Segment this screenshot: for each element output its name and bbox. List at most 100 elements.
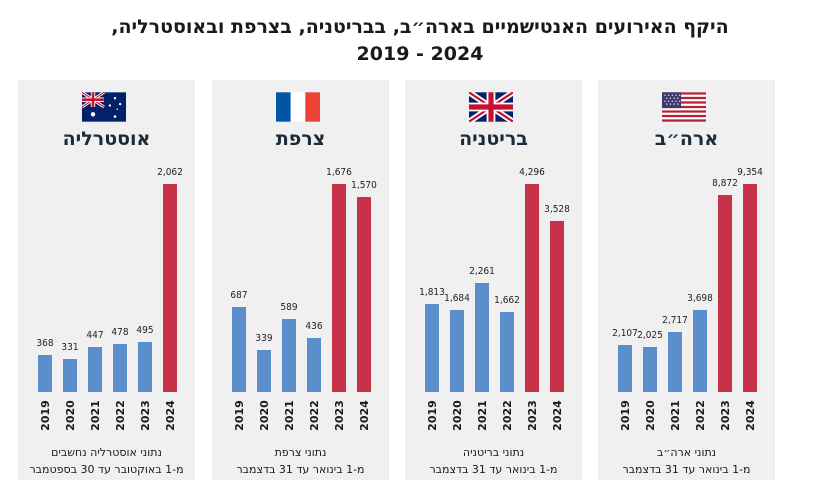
bar-plot: 2,107 2019 2,025 2020 2,717 2021 3,698 2022 8,87… bbox=[598, 80, 775, 480]
tick-label-2019: 2019 bbox=[38, 399, 52, 431]
bar-2019 bbox=[38, 354, 52, 392]
tick-label-2019: 2019 bbox=[618, 399, 632, 431]
bar-2023 bbox=[332, 184, 346, 392]
chart-panel-australia: אוסטרליה 368 2019 331 2020 447 2021 478 2022 495… bbox=[18, 80, 195, 480]
data-label-2020: 331 bbox=[61, 341, 79, 353]
data-label-2021: 589 bbox=[280, 301, 298, 313]
chart-panel-uk: בריטניה 1,813 2019 1,684 2020 2,261 2021 1,662… bbox=[405, 80, 582, 480]
bar-2024 bbox=[357, 197, 371, 392]
country-name: אוסטרליה bbox=[62, 128, 151, 150]
tick-label-2023: 2023 bbox=[332, 399, 346, 431]
country-name: צרפת bbox=[275, 128, 326, 150]
note-line-1: נתוני ארה״ב bbox=[656, 446, 717, 459]
bar-plot: 687 2019 339 2020 589 2021 436 2022 1,676 2023 1,5… bbox=[212, 80, 389, 480]
data-label-2021: 447 bbox=[86, 329, 104, 341]
note-line-2: מ-1 בינואר עד 31 בדצמבר bbox=[622, 463, 751, 476]
tick-label-2024: 2024 bbox=[550, 399, 564, 431]
bar-2022 bbox=[113, 343, 127, 392]
chart-panel-usa: ארה״ב 2,107 2019 2,025 2020 2,717 2021 3,698 20… bbox=[598, 80, 775, 480]
tick-label-2022: 2022 bbox=[500, 399, 514, 431]
bar-2019 bbox=[425, 304, 439, 392]
note-line-2: מ-1 בינואר עד 31 בדצמבר bbox=[236, 463, 365, 476]
bar-2024 bbox=[550, 221, 564, 392]
us-flag-icon bbox=[662, 92, 706, 122]
data-label-2023: 1,676 bbox=[326, 167, 352, 178]
note-line-1: נתוני בריטניה bbox=[462, 446, 525, 459]
title-line-2: 2024 - 2019 bbox=[356, 43, 484, 65]
tick-label-2021: 2021 bbox=[668, 399, 682, 431]
bar-2023 bbox=[525, 184, 539, 392]
tick-label-2020: 2020 bbox=[257, 399, 271, 431]
tick-label-2023: 2023 bbox=[138, 399, 152, 431]
bar-2023 bbox=[718, 194, 732, 392]
bar-2020 bbox=[257, 349, 271, 392]
data-note: נתוני ארה״ב מ-1 בינואר עד 31 בדצמבר bbox=[598, 444, 775, 478]
data-label-2019: 2,107 bbox=[612, 328, 638, 340]
tick-label-2019: 2019 bbox=[425, 399, 439, 431]
data-label-2022: 3,698 bbox=[687, 292, 713, 304]
bar-2021 bbox=[88, 346, 102, 392]
data-note: נתוני אוסטרליה נחשבים מ-1 באוקטובר עד 30… bbox=[18, 444, 195, 478]
tick-label-2022: 2022 bbox=[113, 399, 127, 431]
bar-2021 bbox=[282, 318, 296, 392]
france-flag-icon bbox=[276, 92, 320, 122]
data-label-2019: 368 bbox=[36, 337, 54, 349]
tick-label-2024: 2024 bbox=[163, 399, 177, 431]
country-name: ארה״ב bbox=[654, 128, 719, 150]
tick-label-2019: 2019 bbox=[232, 399, 246, 431]
data-label-2023: 495 bbox=[136, 325, 154, 337]
data-label-2020: 1,684 bbox=[444, 293, 470, 305]
data-label-2024: 3,528 bbox=[544, 204, 570, 216]
tick-label-2024: 2024 bbox=[357, 399, 371, 431]
bar-2019 bbox=[232, 306, 246, 392]
bar-2020 bbox=[643, 346, 657, 392]
data-note: נתוני צרפת מ-1 בינואר עד 31 בדצמבר bbox=[212, 444, 389, 478]
bar-2023 bbox=[138, 342, 152, 392]
tick-label-2021: 2021 bbox=[475, 399, 489, 431]
note-line-2: מ-1 בינואר עד 31 בדצמבר bbox=[429, 463, 558, 476]
bar-2020 bbox=[63, 358, 77, 392]
data-note: נתוני בריטניה מ-1 בינואר עד 31 בדצמבר bbox=[405, 444, 582, 478]
data-label-2024: 9,354 bbox=[737, 167, 763, 178]
country-name: בריטניה bbox=[459, 128, 528, 150]
data-label-2019: 1,813 bbox=[419, 287, 445, 299]
tick-label-2021: 2021 bbox=[282, 399, 296, 431]
bar-2022 bbox=[307, 337, 321, 392]
note-line-1: נתוני צרפת bbox=[274, 446, 327, 459]
data-label-2022: 436 bbox=[305, 320, 323, 332]
data-label-2023: 8,872 bbox=[712, 177, 738, 189]
bar-2021 bbox=[475, 282, 489, 392]
bar-2021 bbox=[668, 331, 682, 392]
tick-label-2020: 2020 bbox=[643, 399, 657, 431]
bar-2022 bbox=[500, 311, 514, 392]
tick-label-2022: 2022 bbox=[693, 399, 707, 431]
uk-flag-icon bbox=[469, 92, 513, 122]
tick-label-2024: 2024 bbox=[743, 399, 757, 431]
bar-2019 bbox=[618, 345, 632, 392]
page-title: היקף האירועים האנטישמיים בארה״ב, בבריטני… bbox=[0, 14, 840, 68]
data-label-2023: 4,296 bbox=[519, 167, 545, 178]
bar-2020 bbox=[450, 310, 464, 392]
tick-label-2022: 2022 bbox=[307, 399, 321, 431]
bar-2024 bbox=[163, 184, 177, 392]
data-label-2022: 478 bbox=[111, 326, 129, 338]
data-label-2021: 2,261 bbox=[469, 265, 495, 277]
data-label-2020: 2,025 bbox=[637, 329, 663, 341]
bar-2024 bbox=[743, 184, 757, 392]
chart-panel-france: צרפת 687 2019 339 2020 589 2021 436 2022 1,676 20… bbox=[212, 80, 389, 480]
tick-label-2023: 2023 bbox=[718, 399, 732, 431]
bar-2022 bbox=[693, 309, 707, 392]
data-label-2021: 2,717 bbox=[662, 314, 688, 326]
tick-label-2021: 2021 bbox=[88, 399, 102, 431]
tick-label-2023: 2023 bbox=[525, 399, 539, 431]
data-label-2019: 687 bbox=[230, 289, 248, 301]
data-label-2024: 1,570 bbox=[351, 180, 377, 192]
note-line-1: נתוני אוסטרליה נחשבים bbox=[51, 446, 162, 459]
australia-flag-icon bbox=[82, 92, 126, 122]
note-line-2: מ-1 באוקטובר עד 30 בספטמבר bbox=[29, 463, 184, 476]
bar-plot: 368 2019 331 2020 447 2021 478 2022 495 2023 2,062… bbox=[18, 80, 195, 480]
bar-plot: 1,813 2019 1,684 2020 2,261 2021 1,662 2022 4,29… bbox=[405, 80, 582, 480]
data-label-2024: 2,062 bbox=[157, 167, 183, 178]
data-label-2022: 1,662 bbox=[494, 294, 520, 306]
data-label-2020: 339 bbox=[255, 332, 273, 344]
